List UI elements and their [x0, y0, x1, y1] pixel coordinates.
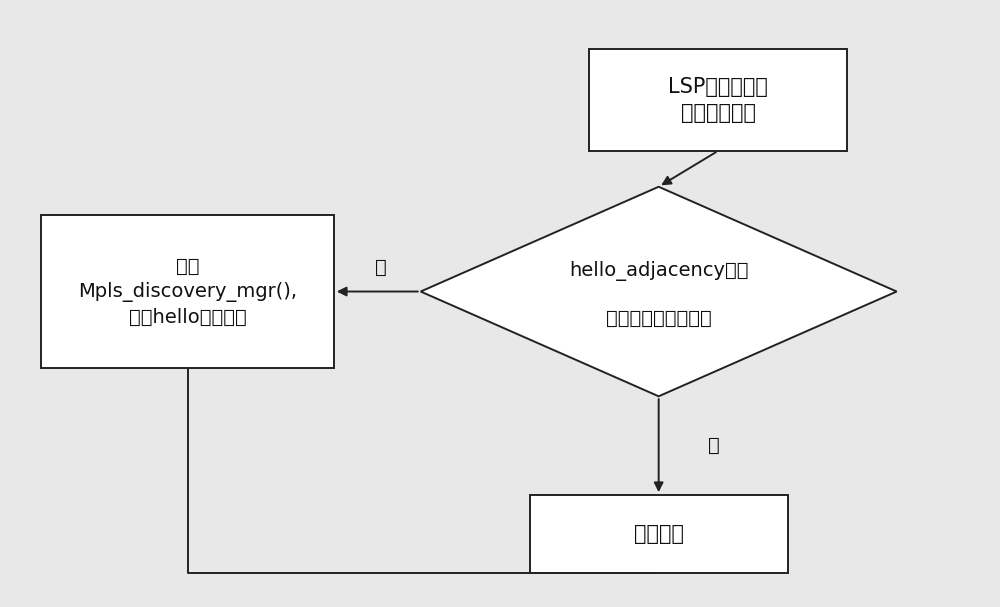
Polygon shape — [421, 187, 897, 396]
Text: 标签请求: 标签请求 — [634, 524, 684, 544]
Text: LSP重路由引发
标签重新分发: LSP重路由引发 标签重新分发 — [668, 76, 768, 123]
Text: hello_adjacency是否: hello_adjacency是否 — [569, 260, 748, 280]
FancyBboxPatch shape — [41, 215, 334, 368]
FancyBboxPatch shape — [589, 49, 847, 151]
Text: 启动
Mpls_discovery_mgr(),
更新hello邻居信息: 启动 Mpls_discovery_mgr(), 更新hello邻居信息 — [78, 257, 297, 327]
Text: 是: 是 — [708, 436, 720, 455]
Text: 否: 否 — [375, 257, 387, 277]
Text: 包含下一跳邻居信息: 包含下一跳邻居信息 — [606, 309, 712, 328]
FancyBboxPatch shape — [530, 495, 788, 573]
